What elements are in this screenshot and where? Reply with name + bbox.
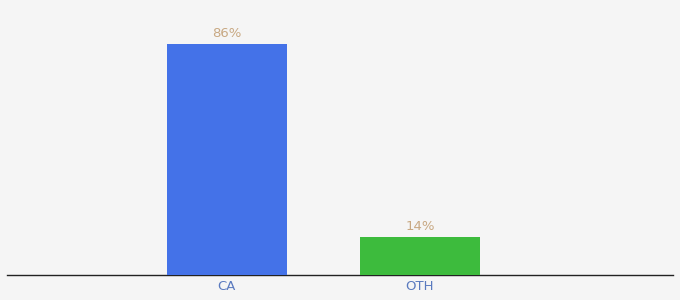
Text: 14%: 14%: [405, 220, 435, 233]
Bar: [167, 44, 287, 274]
Text: 86%: 86%: [212, 27, 241, 40]
Bar: [360, 237, 480, 274]
